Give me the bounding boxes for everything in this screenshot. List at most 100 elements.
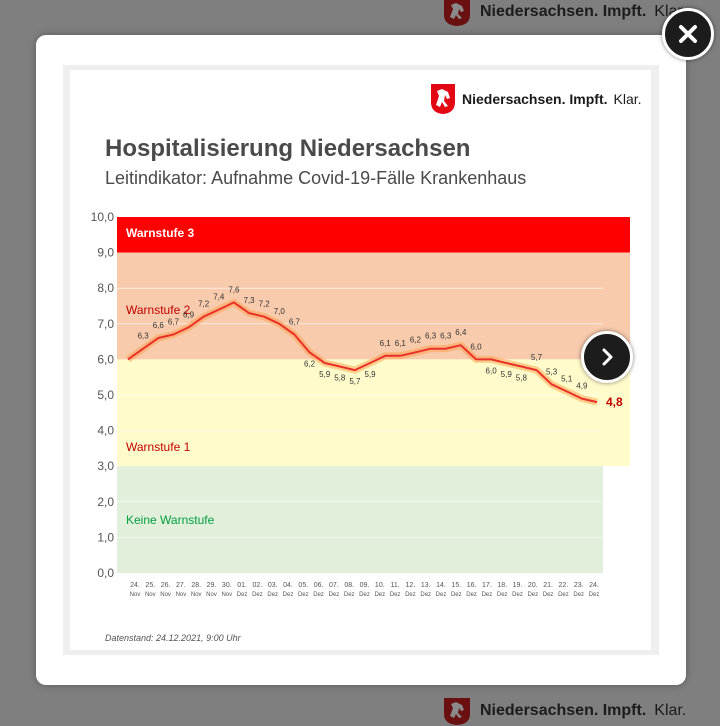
x-tick-month: Dez — [512, 592, 523, 598]
data-label: 5,1 — [561, 374, 573, 383]
data-label: 6,7 — [168, 317, 180, 326]
data-label: 6,1 — [395, 339, 407, 348]
data-label: 6,3 — [440, 332, 452, 341]
y-tick-label: 1,0 — [97, 530, 114, 544]
x-tick-day: 05. — [298, 582, 308, 589]
x-tick-day: 29. — [207, 582, 217, 589]
x-tick-day: 10. — [375, 582, 385, 589]
x-tick-month: Dez — [482, 592, 493, 598]
data-label: 5,8 — [334, 374, 346, 383]
data-label: 6,0 — [470, 342, 482, 351]
x-tick-day: 06. — [314, 582, 324, 589]
x-tick-month: Dez — [390, 592, 401, 598]
x-tick-month: Dez — [237, 592, 248, 598]
x-tick-day: 08. — [344, 582, 354, 589]
data-label: 6,7 — [289, 317, 301, 326]
logo-suffix: Klar. — [613, 91, 642, 107]
data-label: 5,8 — [516, 374, 528, 383]
logo-name: Niedersachsen. Impft. — [462, 91, 608, 107]
data-label: 5,9 — [365, 370, 377, 379]
chart-title: Hospitalisierung Niedersachsen — [105, 135, 471, 162]
x-tick-day: 01. — [237, 582, 247, 589]
zone-label: Warnstufe 3 — [126, 226, 195, 240]
y-tick-label: 7,0 — [97, 317, 114, 331]
x-tick-day: 24. — [589, 582, 599, 589]
background-brand-name: Niedersachsen. Impft. — [480, 702, 647, 719]
y-tick-label: 10,0 — [91, 210, 115, 224]
chevron-right-icon — [602, 348, 613, 366]
x-tick-month: Dez — [298, 592, 309, 598]
x-tick-day: 14. — [436, 582, 446, 589]
x-tick-month: Dez — [497, 592, 508, 598]
x-tick-day: 16. — [467, 582, 477, 589]
x-tick-day: 27. — [176, 582, 186, 589]
x-tick-month: Dez — [374, 592, 385, 598]
x-tick-day: 02. — [253, 582, 263, 589]
x-tick-month: Nov — [191, 592, 202, 598]
x-tick-month: Dez — [344, 592, 355, 598]
x-tick-month: Dez — [252, 592, 263, 598]
background-brand-name: Niedersachsen. Impft. — [480, 3, 647, 20]
x-tick-day: 12. — [406, 582, 416, 589]
x-tick-month: Dez — [359, 592, 370, 598]
x-tick-month: Nov — [160, 592, 171, 598]
data-label: 7,6 — [228, 285, 240, 294]
data-label: 5,9 — [319, 370, 331, 379]
x-tick-day: 04. — [283, 582, 293, 589]
x-tick-month: Dez — [267, 592, 278, 598]
data-label: 5,7 — [531, 353, 543, 362]
x-tick-month: Dez — [420, 592, 431, 598]
x-tick-month: Dez — [466, 592, 477, 598]
x-tick-month: Dez — [451, 592, 462, 598]
niedersachsen-horse-icon — [431, 84, 455, 114]
data-label: 6,3 — [425, 332, 437, 341]
x-tick-day: 03. — [268, 582, 278, 589]
x-tick-day: 21. — [543, 582, 553, 589]
x-tick-month: Nov — [130, 592, 141, 598]
niedersachsen-horse-icon — [444, 698, 470, 725]
data-label: 7,0 — [274, 307, 286, 316]
data-timestamp: Datenstand: 24.12.2021, 9:00 Uhr — [105, 633, 241, 643]
series-line — [127, 301, 598, 404]
y-tick-label: 6,0 — [97, 352, 114, 366]
x-tick-day: 09. — [360, 582, 370, 589]
data-label: 6,9 — [183, 310, 195, 319]
close-button[interactable] — [662, 8, 714, 60]
data-label: 6,0 — [486, 366, 498, 375]
data-label: 5,9 — [501, 370, 513, 379]
x-tick-day: 15. — [451, 582, 461, 589]
x-tick-month: Dez — [405, 592, 416, 598]
y-tick-label: 0,0 — [97, 566, 114, 580]
x-tick-month: Nov — [206, 592, 217, 598]
zone-band — [117, 466, 603, 573]
x-tick-day: 23. — [574, 582, 584, 589]
x-tick-day: 22. — [559, 582, 569, 589]
x-tick-month: Dez — [543, 592, 554, 598]
hospitalization-chart: 0,0 1,0 2,0 3,0 4,0 5,0 6,0 7,0 8,0 9,0 10,0 Warns… — [91, 210, 630, 598]
x-tick-month: Nov — [221, 592, 232, 598]
y-tick-label: 5,0 — [97, 388, 114, 402]
zone-label: Warnstufe 1 — [126, 440, 191, 454]
image-frame: Niedersachsen. Impft. Klar. Hospitalisie… — [63, 65, 659, 655]
x-tick-month: Nov — [176, 592, 187, 598]
y-tick-label: 2,0 — [97, 495, 114, 509]
x-tick-day: 24. — [130, 582, 140, 589]
x-tick-month: Dez — [573, 592, 584, 598]
x-tick-day: 07. — [329, 582, 339, 589]
niedersachsen-logo: Niedersachsen. Impft. Klar. — [430, 83, 642, 115]
data-label: 6,2 — [304, 359, 316, 368]
x-tick-day: 20. — [528, 582, 538, 589]
zone-band — [117, 217, 630, 253]
background-brand-logo-bottom: Niedersachsen. Impft. Klar. — [442, 696, 686, 726]
data-label: 7,2 — [259, 300, 271, 309]
x-tick-month: Nov — [145, 592, 156, 598]
next-slide-button[interactable] — [581, 331, 633, 383]
y-tick-label: 3,0 — [97, 459, 114, 473]
background-brand-suffix: Klar. — [654, 702, 687, 719]
y-tick-label: 9,0 — [97, 246, 114, 260]
data-label: 6,4 — [455, 328, 467, 337]
data-label: 7,2 — [198, 300, 210, 309]
x-tick-day: 11. — [390, 582, 399, 589]
y-tick-label: 8,0 — [97, 281, 114, 295]
zone-label: Keine Warnstufe — [126, 513, 215, 527]
